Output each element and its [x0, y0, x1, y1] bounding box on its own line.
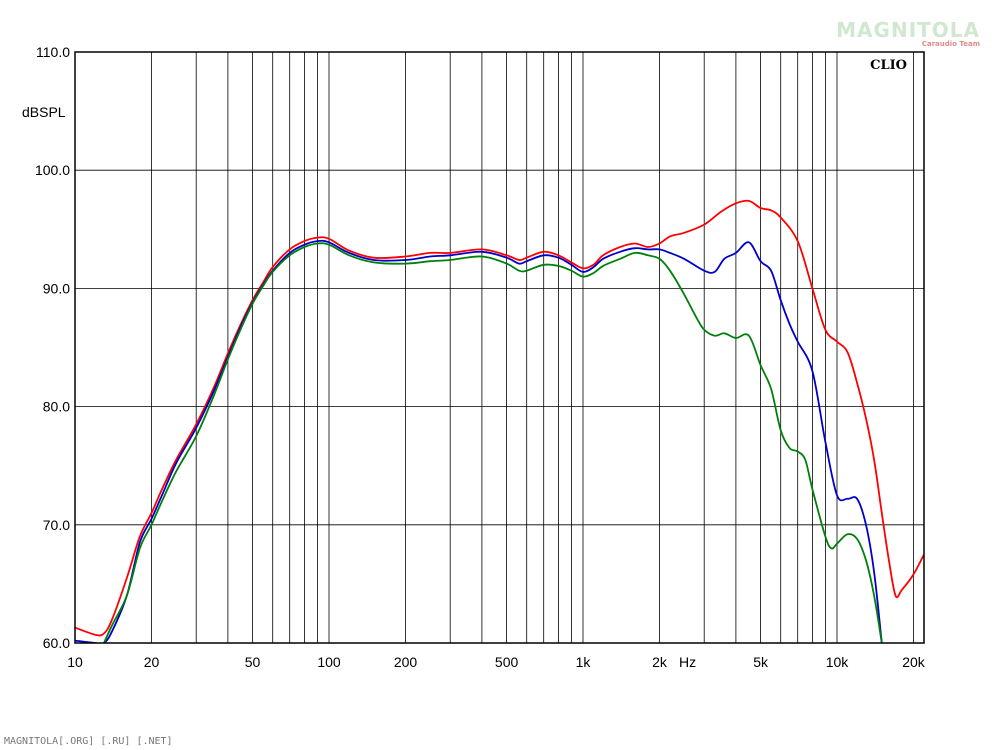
x-tick-label: 10: [67, 654, 83, 670]
series-line-3: [103, 242, 883, 643]
plot-frame: [74, 51, 925, 644]
footer-watermark: MAGNITOLA[.ORG] [.RU] [.NET]: [4, 736, 173, 747]
x-tick-label: 50: [245, 654, 261, 670]
y-tick-label: 100.0: [35, 162, 70, 178]
x-tick-label: 20: [144, 654, 160, 670]
y-tick-label: 70.0: [43, 517, 70, 533]
y-tick-label: 110.0: [36, 44, 70, 60]
series-line-2: [75, 239, 883, 643]
series-line-1: [75, 199, 924, 637]
y-tick-label: 60.0: [43, 635, 70, 651]
x-tick-label: 1k: [576, 654, 592, 670]
x-tick-label: 10k: [826, 654, 850, 670]
y-tick-labels: 60.0 70.0 80.0 90.0 100.0 110.0: [35, 44, 70, 651]
y-axis-label: dBSPL: [22, 104, 66, 120]
watermark-sub-text: Caraudio Team: [922, 40, 980, 48]
series-lines: [75, 199, 924, 643]
y-tick-label: 80.0: [43, 399, 70, 415]
x-axis-unit-label: Hz: [679, 654, 696, 670]
x-tick-label: 100: [317, 654, 341, 670]
x-tick-label: 20k: [902, 654, 926, 670]
magnitola-watermark: MAGNITOLA Caraudio Team: [836, 18, 980, 48]
watermark-main-text: MAGNITOLA: [836, 18, 980, 42]
x-tick-label: 5k: [753, 654, 769, 670]
x-tick-label: 500: [495, 654, 519, 670]
x-tick-label: 2k: [652, 654, 668, 670]
grid-lines: [74, 51, 924, 644]
y-tick-label: 90.0: [43, 280, 70, 296]
x-tick-labels: 10 20 50 100 200 500 1k 2k 5k 10k 20k: [67, 654, 926, 670]
x-tick-label: 200: [394, 654, 418, 670]
clio-brand-label: CLIO: [870, 58, 907, 73]
